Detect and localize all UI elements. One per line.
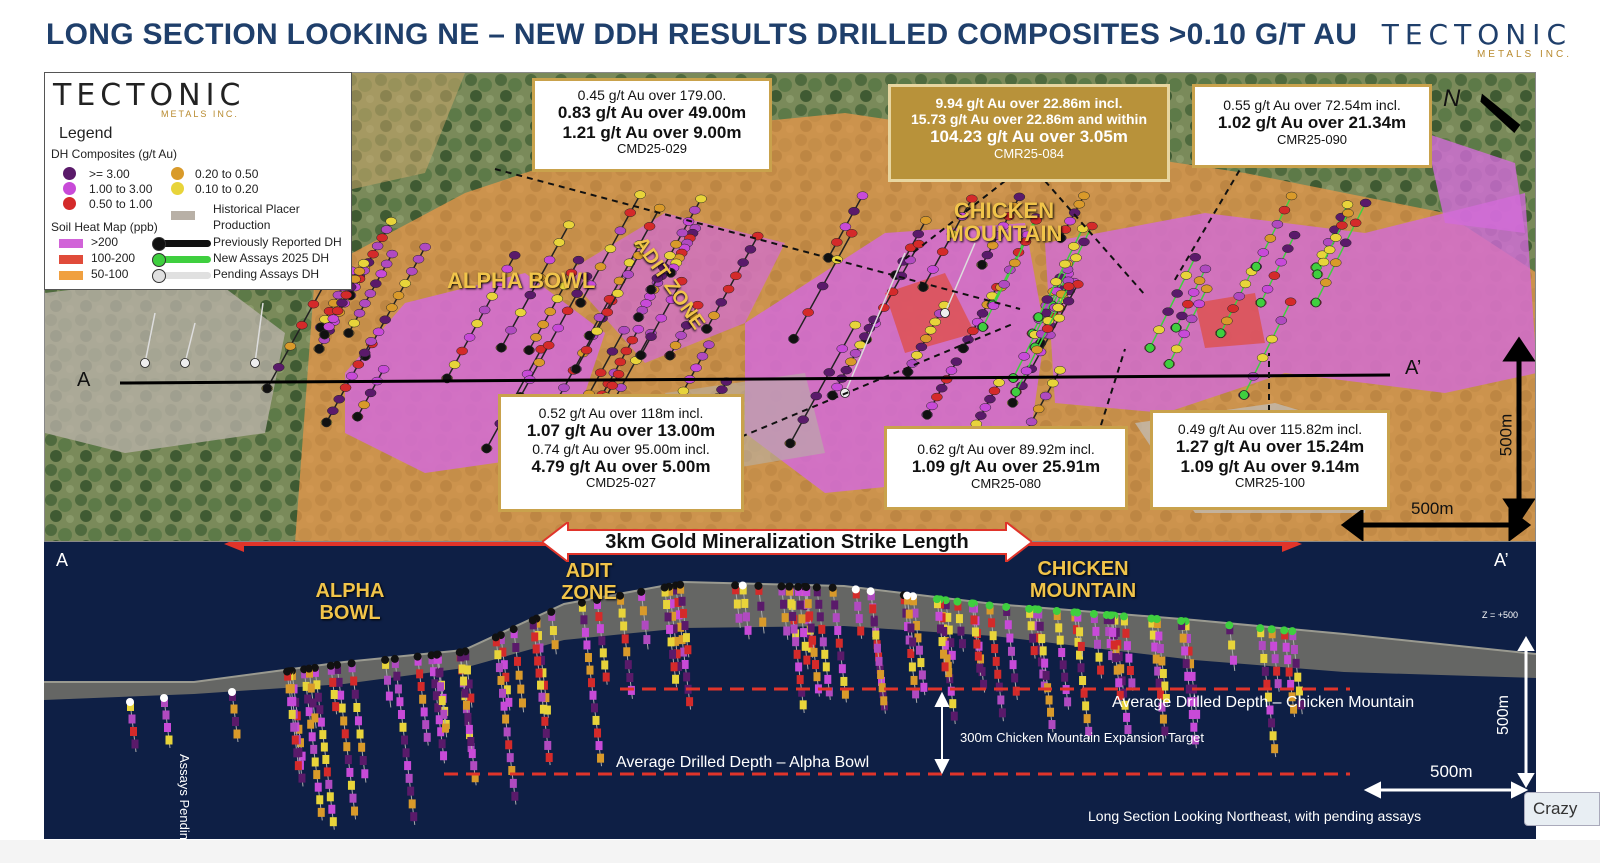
map-label-alpha-bowl: ALPHA BOWL: [447, 268, 596, 293]
callout-cmr25-090-line1: 0.55 g/t Au over 72.54m incl.: [1223, 97, 1401, 113]
callout-cmd25-029-line1: 0.45 g/t Au over 179.00.: [577, 87, 727, 103]
callout-cmr25-100-line1: 0.49 g/t Au over 115.82m incl.: [1177, 421, 1363, 437]
north-arrow-label: N: [1443, 85, 1461, 112]
callout-cmr25-100-line3: 1.09 g/t Au over 9.14m: [1180, 456, 1360, 476]
section-z-label: Z = +500: [1482, 610, 1519, 620]
callout-cmr25-100-line2: 1.27 g/t Au over 15.24m: [1175, 437, 1365, 457]
callout-cmr25-080-line1: 0.62 g/t Au over 89.92m incl.: [917, 441, 1095, 457]
callout-cmr25-084: 9.94 g/t Au over 22.86m incl. 15.73 g/t …: [888, 84, 1170, 182]
legend-swatch-dh-3: [171, 167, 184, 180]
legend-swatch-soil-1: [59, 255, 83, 264]
map-scale-horizontal: 500m: [1411, 499, 1454, 518]
legend-soil-title: Soil Heat Map (ppb): [51, 220, 158, 234]
brand-logo: TECTONIC METALS INC.: [1382, 18, 1572, 60]
brand-sub: METALS INC.: [1476, 49, 1572, 60]
callout-cmr25-090-id: CMR25-090: [1276, 131, 1348, 147]
legend-panel: TECTONIC METALS INC. Legend DH Composite…: [44, 72, 352, 290]
section-label-a-prime: A’: [1494, 550, 1509, 570]
legend-new-dh: New Assays 2025 DH: [213, 251, 330, 265]
map-label-a: A: [77, 369, 91, 391]
legend-previous-dh: Previously Reported DH: [213, 235, 342, 249]
callout-cmd25-027-line3: 0.74 g/t Au over 95.00m incl.: [532, 440, 710, 457]
map-label-chicken-mountain: CHICKEN MOUNTAIN: [945, 198, 1063, 247]
section-avg-chicken: Average Drilled Depth – Chicken Mountain: [1112, 694, 1415, 711]
brand-name: TECTONIC: [1381, 18, 1572, 51]
callout-cmr25-090-line2: 1.02 g/t Au over 21.34m: [1217, 113, 1407, 133]
strike-length-text: 3km Gold Mineralization Strike Length: [605, 531, 969, 553]
section-label-a: A: [56, 550, 69, 570]
callout-cmd25-027-line4: 4.79 g/t Au over 5.00m: [531, 456, 711, 476]
callout-cmr25-080-id: CMR25-080: [970, 475, 1042, 491]
section-expansion-target: 300m Chicken Mountain Expansion Target: [960, 730, 1205, 745]
section-label-chicken-mountain: CHICKEN MOUNTAIN: [1029, 558, 1137, 602]
legend-swatch-soil-0: [59, 239, 83, 248]
callout-cmr25-084-id: CMR25-084: [993, 145, 1065, 161]
legend-dh-1: 1.00 to 3.00: [89, 182, 153, 196]
map-scale-vertical: 500m: [1496, 413, 1516, 457]
legend-swatch-placer: [171, 211, 195, 220]
legend-dh-title: DH Composites (g/t Au): [51, 147, 178, 161]
overlay-tab[interactable]: Crazy: [1524, 792, 1600, 826]
callout-cmd25-029-line3: 1.21 g/t Au over 9.00m: [562, 122, 742, 142]
legend-heading: Legend: [59, 125, 113, 142]
section-scale-vertical: 500m: [1495, 694, 1513, 736]
legend-swatch-pending-dh: [152, 269, 211, 283]
legend-soil-0: >200: [91, 235, 119, 249]
callout-cmr25-090: 0.55 g/t Au over 72.54m incl. 1.02 g/t A…: [1192, 84, 1432, 168]
page-title: LONG SECTION LOOKING NE – NEW DDH RESULT…: [46, 18, 1358, 51]
legend-swatch-new-dh: [152, 253, 211, 267]
legend-swatch-dh-0: [63, 167, 76, 180]
section-line: [119, 373, 1391, 385]
legend-dh-4: 0.10 to 0.20: [195, 182, 259, 196]
callout-cmr25-084-line2: 15.73 g/t Au over 22.86m and within: [911, 111, 1147, 128]
callout-cmd25-029-line2: 0.83 g/t Au over 49.00m: [557, 103, 747, 123]
map-label-a-prime: A’: [1405, 357, 1422, 379]
legend-placer: Historical Placer Production: [213, 202, 300, 232]
callout-cmr25-100-id: CMR25-100: [1234, 475, 1306, 491]
section-label-adit-zone: ADIT ZONE: [561, 560, 617, 604]
drill-holes-section: [126, 580, 1305, 830]
legend-brand-sub: METALS INC.: [161, 109, 239, 119]
legend-soil-1: 100-200: [91, 251, 136, 265]
legend-swatch-dh-1: [63, 182, 76, 195]
long-section: A A’ ALPHA BOWL ADIT ZONE CHICKEN MOUNTA…: [44, 542, 1536, 839]
bottom-strip: [0, 840, 1600, 863]
callout-cmd25-027-id: CMD25-027: [585, 475, 657, 491]
legend-brand-name: TECTONIC: [53, 78, 246, 113]
section-avg-alpha: Average Drilled Depth – Alpha Bowl: [616, 754, 870, 771]
callout-cmd25-029: 0.45 g/t Au over 179.00. 0.83 g/t Au ove…: [532, 78, 772, 172]
legend-swatch-previous-dh: [152, 237, 211, 251]
callout-cmr25-100: 0.49 g/t Au over 115.82m incl. 1.27 g/t …: [1150, 410, 1390, 510]
legend-dh-0: >= 3.00: [89, 167, 130, 181]
callout-cmd25-027-line2: 1.07 g/t Au over 13.00m: [526, 421, 716, 441]
callout-cmr25-080: 0.62 g/t Au over 89.92m incl. 1.09 g/t A…: [884, 426, 1128, 510]
callout-cmd25-029-id: CMD25-029: [616, 141, 688, 157]
long-section-graphic: [44, 542, 1536, 830]
legend-dh-2: 0.50 to 1.00: [89, 197, 153, 211]
section-footer: Long Section Looking Northeast, with pen…: [1088, 808, 1422, 824]
section-label-alpha-bowl: ALPHA BOWL: [315, 580, 385, 624]
legend-swatch-soil-2: [59, 271, 83, 280]
legend-dh-3: 0.20 to 0.50: [195, 167, 259, 181]
legend-swatch-dh-2: [63, 197, 76, 210]
callout-cmr25-080-line2: 1.09 g/t Au over 25.91m: [911, 457, 1101, 477]
strike-length-banner: 3km Gold Mineralization Strike Length: [542, 522, 1032, 562]
section-scale-horizontal: 500m: [1430, 762, 1473, 781]
legend-pending-dh: Pending Assays DH: [213, 267, 320, 281]
callout-cmd25-027: 0.52 g/t Au over 118m incl. 1.07 g/t Au …: [498, 394, 744, 512]
callout-cmr25-084-line1: 9.94 g/t Au over 22.86m incl.: [935, 95, 1123, 111]
legend-swatch-dh-4: [171, 182, 184, 195]
callout-cmr25-084-line3: 104.23 g/t Au over 3.05m: [930, 127, 1128, 147]
legend-soil-2: 50-100: [91, 267, 129, 281]
strike-arrow-shape: [542, 522, 1032, 562]
callout-cmd25-027-line1: 0.52 g/t Au over 118m incl.: [538, 405, 704, 421]
section-assays-pending: Assays Pending: [177, 754, 192, 839]
